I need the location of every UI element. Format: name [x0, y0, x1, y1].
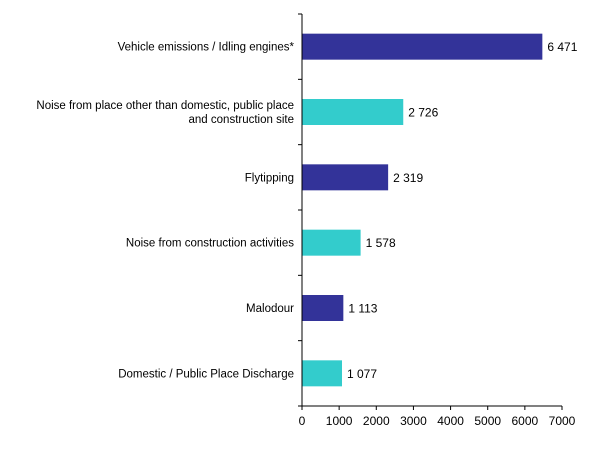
bar [302, 360, 343, 387]
category-label-line: Noise from construction activities [126, 238, 294, 250]
x-tick-label: 3000 [400, 414, 427, 428]
category-label: Malodour [246, 303, 294, 315]
x-tick-label: 1000 [326, 414, 353, 428]
x-tick-label: 5000 [474, 414, 501, 428]
category-label-line: Noise from place other than domestic, pu… [36, 100, 294, 112]
value-label: 1 113 [348, 302, 377, 316]
category-label-line: Malodour [246, 303, 294, 315]
category-label: Domestic / Public Place Discharge [118, 368, 294, 380]
value-label: 1 578 [366, 236, 396, 250]
x-tick-label: 0 [299, 414, 306, 428]
category-label-line: and construction site [189, 114, 294, 126]
x-tick-label: 2000 [363, 414, 390, 428]
bar [302, 229, 361, 256]
category-label-line: Vehicle emissions / Idling engines* [118, 42, 295, 54]
category-label: Noise from place other than domestic, pu… [36, 100, 294, 126]
bar [302, 295, 344, 321]
bar [302, 99, 404, 125]
axes-group: 0 1000 2000 3000 4000 5000 6000 7000 [298, 13, 576, 428]
x-tick-label: 7000 [549, 414, 576, 428]
bar [302, 33, 543, 60]
category-label-line: Domestic / Public Place Discharge [118, 368, 294, 380]
category-label: Noise from construction activities [126, 238, 294, 250]
x-tick-label: 4000 [437, 414, 464, 428]
bars-group [302, 33, 543, 387]
category-label: Vehicle emissions / Idling engines* [118, 42, 295, 54]
bar [302, 164, 389, 191]
value-label: 6 471 [547, 40, 577, 54]
x-tick-label: 6000 [512, 414, 539, 428]
value-label: 2 319 [393, 171, 423, 185]
category-label-line: Flytipping [245, 172, 294, 184]
value-labels-group: 6 471 2 726 2 319 1 578 1 113 1 077 [347, 40, 578, 381]
category-label: Flytipping [245, 172, 294, 184]
value-label: 1 077 [347, 367, 377, 381]
category-labels-group: Vehicle emissions / Idling engines* Noise… [36, 42, 294, 381]
value-label: 2 726 [408, 106, 438, 120]
